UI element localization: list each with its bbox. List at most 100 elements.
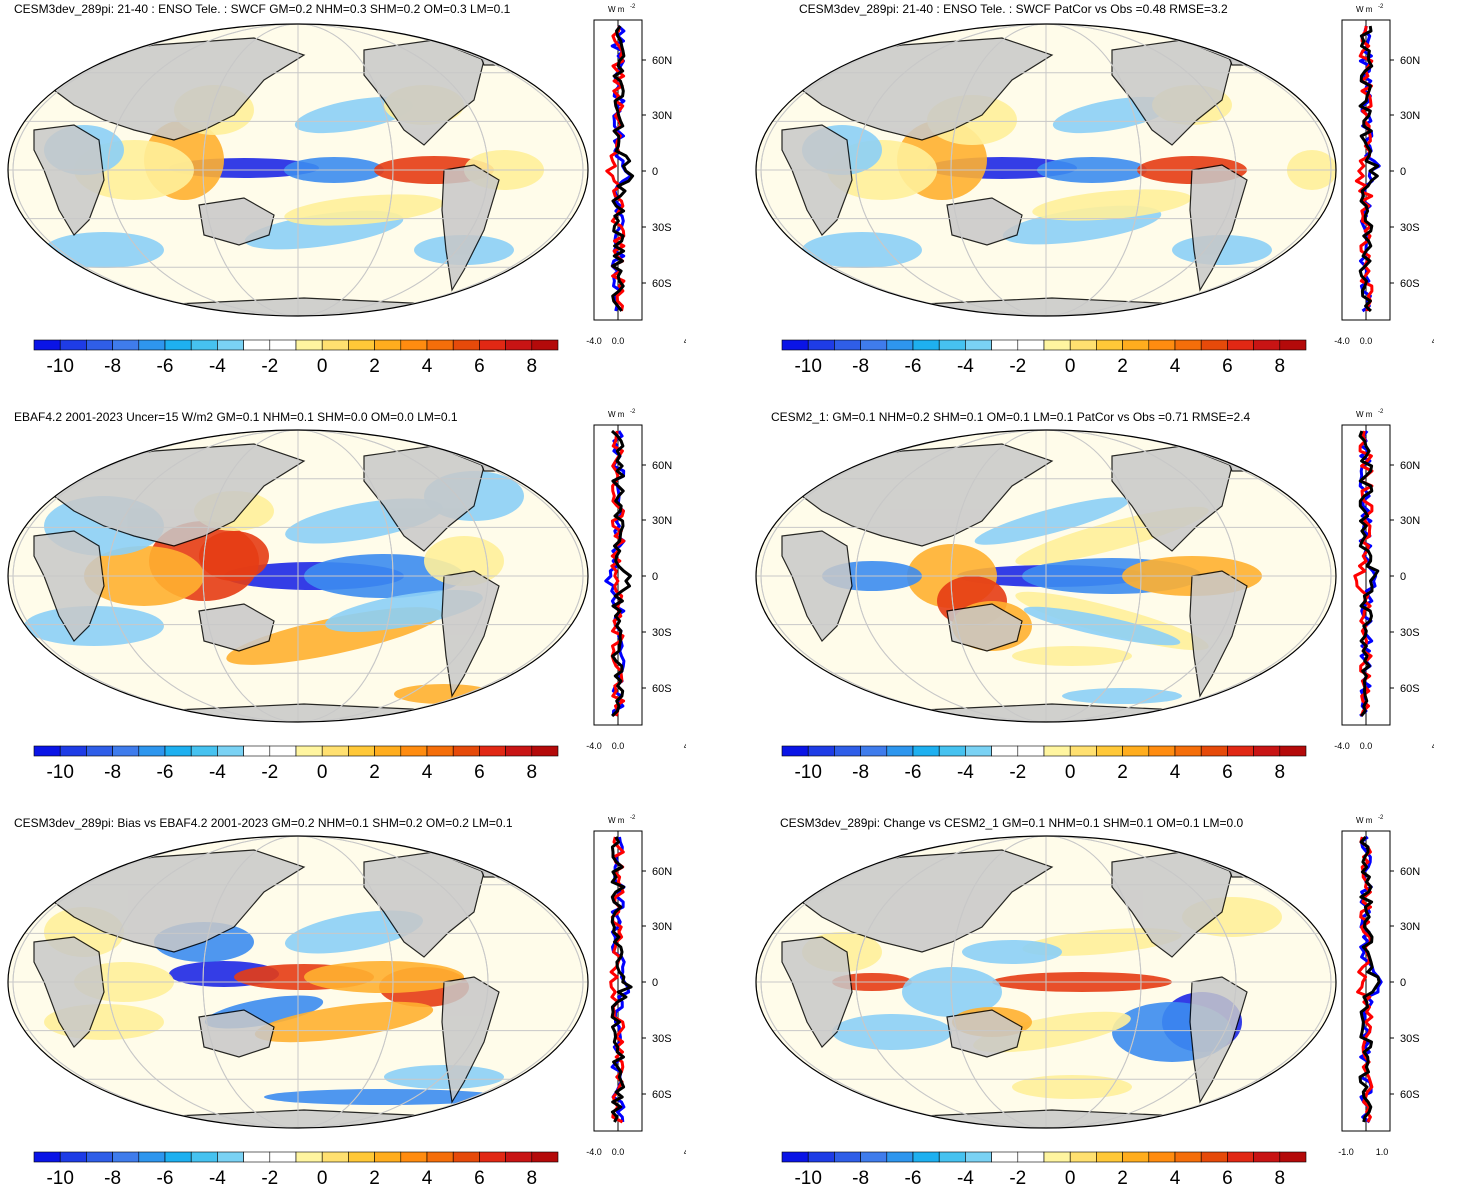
latitude-tick-label: 60S xyxy=(652,278,672,290)
colorbar-swatch xyxy=(1200,745,1228,757)
zonal-x-tick-label: 0.0 xyxy=(612,1147,625,1157)
zonal-unit-label: W m xyxy=(608,816,625,825)
anomaly-region xyxy=(1012,1075,1132,1099)
colorbar-label: 2 xyxy=(369,1168,380,1187)
map-border xyxy=(7,429,589,723)
anomaly-region xyxy=(284,194,444,226)
colorbar-swatch xyxy=(1148,339,1176,351)
colorbar-swatch xyxy=(348,745,375,757)
colorbar-swatch xyxy=(426,1151,454,1163)
colorbar-swatch xyxy=(886,1151,914,1163)
colorbar-label: -6 xyxy=(157,762,174,783)
latitude-tick-label: 30N xyxy=(1400,921,1420,933)
colorbar-label: 4 xyxy=(422,1168,433,1187)
colorbar-swatch xyxy=(1096,1151,1123,1163)
colorbar-label: 8 xyxy=(1275,762,1286,783)
colorbar-1: -10-8-6-4-20246810 xyxy=(33,339,559,377)
continent-outline xyxy=(781,124,853,236)
map-border xyxy=(7,23,589,317)
colorbar-swatch xyxy=(991,339,1019,351)
colorbar-swatch xyxy=(1122,339,1150,351)
colorbar-label: 2 xyxy=(369,762,380,783)
svg-text:-2: -2 xyxy=(1378,815,1384,821)
colorbar-swatch xyxy=(374,339,402,351)
colorbar-swatch xyxy=(1069,339,1097,351)
latitude-tick-label: 60N xyxy=(652,55,672,67)
anomaly-region xyxy=(284,910,424,954)
colorbar-swatch xyxy=(1069,1151,1097,1163)
colorbar-swatch xyxy=(479,745,506,757)
colorbar-swatch xyxy=(269,339,297,351)
colorbar-swatch xyxy=(1096,745,1123,757)
colorbar-label: -2 xyxy=(261,762,278,783)
colorbar-label: -6 xyxy=(157,356,174,377)
colorbar-swatch xyxy=(1122,745,1150,757)
colorbar-swatch xyxy=(479,1151,506,1163)
colorbar-label: 4 xyxy=(422,762,433,783)
zonal-x-tick-label: 4.0 xyxy=(684,336,686,346)
colorbar-swatch xyxy=(86,745,113,757)
colorbar-label: -4 xyxy=(209,356,226,377)
continent-outline xyxy=(33,124,105,236)
colorbar-swatch xyxy=(452,339,480,351)
colorbar-swatch xyxy=(164,745,192,757)
colorbar-swatch xyxy=(426,339,454,351)
colorbar-swatch xyxy=(1200,339,1228,351)
panel-title-3: EBAF4.2 2001-2023 Uncer=15 W/m2 GM=0.1 N… xyxy=(14,410,458,424)
colorbar-swatch xyxy=(781,1151,809,1163)
colorbar-label: -10 xyxy=(46,1168,73,1187)
latitude-tick-label: 30N xyxy=(652,921,672,933)
colorbar-swatch xyxy=(1174,339,1202,351)
colorbar-swatch xyxy=(348,339,375,351)
anomaly-region xyxy=(424,536,504,586)
zonal-plot-4: W m -2 60N 30N 0 30S 60S -4.0 0.0 4.0 xyxy=(1334,409,1434,751)
colorbar-label: -8 xyxy=(104,762,121,783)
latitude-tick-label: 60S xyxy=(1400,683,1420,695)
colorbar-swatch xyxy=(505,1151,533,1163)
colorbar-swatch xyxy=(426,745,454,757)
colorbar-label: 6 xyxy=(1222,762,1233,783)
colorbar-label: -8 xyxy=(104,356,121,377)
colorbar-swatch xyxy=(138,745,166,757)
latitude-tick-label: 60S xyxy=(652,683,672,695)
colorbar-swatch xyxy=(33,339,61,351)
zonal-x-tick-label: -1.0 xyxy=(1338,1147,1354,1157)
colorbar-swatch xyxy=(1096,339,1123,351)
svg-text:-2: -2 xyxy=(1378,4,1384,10)
colorbar-swatch xyxy=(479,339,506,351)
panel-title-5: CESM3dev_289pi: Bias vs EBAF4.2 2001-202… xyxy=(14,816,513,830)
latitude-tick-label: 30N xyxy=(652,515,672,527)
colorbar-swatch xyxy=(807,339,835,351)
zonal-unit-label: W m xyxy=(1356,816,1373,825)
colorbar-swatch xyxy=(1174,1151,1202,1163)
colorbar-swatch xyxy=(1227,339,1254,351)
colorbar-label: 8 xyxy=(527,1168,538,1187)
zonal-x-tick-label: -4.0 xyxy=(586,336,602,346)
colorbar-swatch xyxy=(269,745,297,757)
colorbar-label: 0 xyxy=(317,356,328,377)
colorbar-swatch xyxy=(1279,1151,1307,1163)
colorbar-swatch xyxy=(807,745,835,757)
colorbar-label: -6 xyxy=(905,762,922,783)
colorbar-swatch xyxy=(295,339,323,351)
colorbar-swatch xyxy=(112,339,140,351)
zonal-unit-label: W m xyxy=(608,410,625,419)
colorbar-swatch xyxy=(217,745,244,757)
colorbar-swatch xyxy=(531,1151,559,1163)
colorbar-swatch xyxy=(1069,745,1097,757)
colorbar-swatch xyxy=(33,1151,61,1163)
colorbar-swatch xyxy=(400,1151,428,1163)
colorbar-label: -6 xyxy=(905,1168,922,1187)
anomaly-region xyxy=(832,1014,952,1050)
colorbar-swatch xyxy=(1017,1151,1045,1163)
colorbar-label: -2 xyxy=(1009,356,1026,377)
anomaly-region xyxy=(384,1065,504,1089)
zonal-plot-3: W m -2 60N 30N 0 30S 60S -4.0 0.0 4.0 xyxy=(586,409,686,751)
colorbar-swatch xyxy=(400,745,428,757)
anomaly-region xyxy=(1062,688,1182,704)
latitude-tick-label: 60N xyxy=(652,460,672,472)
colorbar-swatch xyxy=(1122,1151,1150,1163)
colorbar-swatch xyxy=(217,339,244,351)
colorbar-swatch xyxy=(531,745,559,757)
anomaly-region xyxy=(199,531,269,581)
